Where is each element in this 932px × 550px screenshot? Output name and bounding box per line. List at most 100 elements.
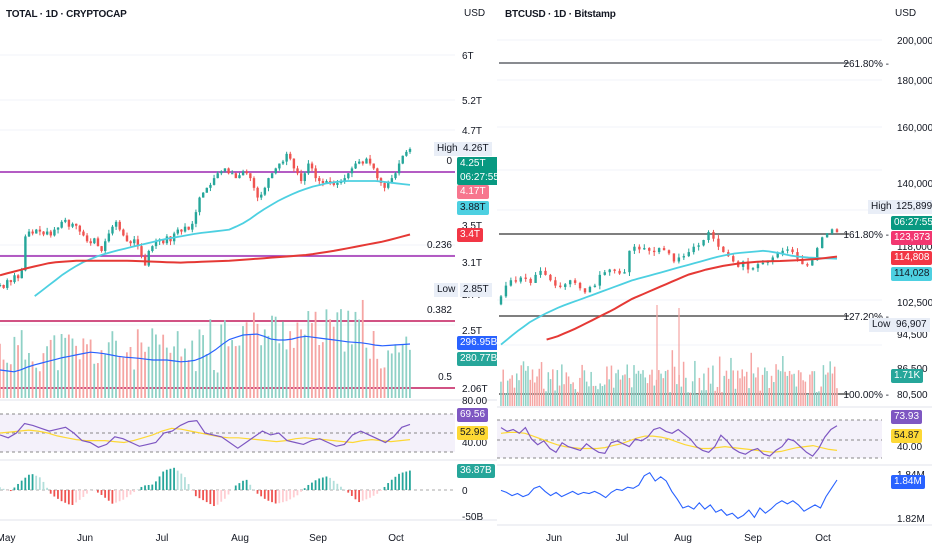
btc-price-axis-tick: 200,000 xyxy=(897,36,932,47)
candle-body xyxy=(245,171,248,174)
osc-bar xyxy=(220,490,223,502)
volume-bar xyxy=(538,368,541,406)
rsi-axis-tick: 40.00 xyxy=(462,438,487,449)
volume-bar xyxy=(804,381,807,406)
candle-body xyxy=(504,285,508,297)
volume-bar xyxy=(409,349,411,398)
osc-bar xyxy=(260,490,263,497)
candle-body xyxy=(67,219,71,227)
candle-body xyxy=(354,163,357,169)
candle-body xyxy=(227,168,230,174)
candle-body xyxy=(16,275,20,279)
candle-body xyxy=(672,253,676,262)
volume-bar xyxy=(700,390,703,406)
volume-bar xyxy=(561,364,563,406)
volume-bar xyxy=(714,390,716,406)
candle-body xyxy=(514,280,518,282)
candle-body xyxy=(549,274,552,281)
candle-body xyxy=(89,241,92,244)
volume-bar xyxy=(619,379,622,406)
osc-bar xyxy=(238,483,241,490)
volume-bar xyxy=(824,374,827,406)
candle-body xyxy=(361,161,365,164)
volume-bar xyxy=(793,373,795,406)
candle-body xyxy=(234,173,238,179)
btc-chart-canvas[interactable]: 200,000 180,000 160,000 140,000 102,500 80,50… xyxy=(497,0,932,550)
candle-body xyxy=(677,257,681,262)
osc-bar xyxy=(347,490,350,493)
currency-button[interactable]: USD xyxy=(458,4,492,23)
total-chart-canvas[interactable]: 6T5.2T4.7T3.5T3.1T2.5T2.06T4.3T2.7T00.23… xyxy=(0,0,497,550)
rsi-line xyxy=(500,425,838,457)
btc-axis-tick-partial: 118,000 xyxy=(897,242,932,253)
volume-bar xyxy=(125,352,128,398)
candle-body xyxy=(223,168,227,172)
date-axis-label: Aug xyxy=(674,533,692,544)
volume-bar xyxy=(585,381,588,406)
volume-bar xyxy=(829,361,831,406)
candle-body xyxy=(539,270,542,275)
osc-bar xyxy=(314,480,317,490)
volume-bar xyxy=(31,361,34,398)
volume-bar xyxy=(757,367,759,406)
osc-bar xyxy=(20,480,23,490)
volume-bar xyxy=(583,370,586,406)
volume-bar xyxy=(669,392,671,406)
volume-bar xyxy=(811,371,813,406)
candle-body xyxy=(238,175,241,179)
candle-body xyxy=(154,241,158,247)
volume-bar xyxy=(529,379,532,406)
price-axis-tick: 3.1T xyxy=(462,258,482,269)
candle-body xyxy=(133,239,136,244)
volume-bar xyxy=(46,346,48,398)
currency-button-right[interactable]: USD xyxy=(889,4,923,23)
candle-body xyxy=(162,239,165,244)
osc-bar xyxy=(205,490,208,503)
volume-bar xyxy=(267,335,270,398)
candle-body xyxy=(830,229,834,234)
volume-ma-label: 296.95B xyxy=(457,336,497,350)
osc-bar xyxy=(401,472,404,490)
candle-body xyxy=(194,212,198,224)
volume-bar xyxy=(9,364,12,398)
osc-bar xyxy=(383,486,386,490)
volume-bar xyxy=(162,334,165,398)
btc-high-label: High xyxy=(868,200,895,214)
total-chart-panel[interactable]: 6T5.2T4.7T3.5T3.1T2.5T2.06T4.3T2.7T00.23… xyxy=(0,0,497,550)
volume-bar xyxy=(570,383,572,406)
osc-bar xyxy=(278,490,281,504)
volume-bar xyxy=(809,374,811,406)
osc-bar xyxy=(155,481,157,490)
candle-body xyxy=(35,229,38,234)
volume-bar xyxy=(82,338,85,398)
ma-label-red-box: 4.17T xyxy=(457,185,489,199)
candle-body xyxy=(45,231,49,235)
date-axis-label: Sep xyxy=(309,533,327,544)
volume-bar xyxy=(782,356,784,406)
date-axis-label: Oct xyxy=(815,533,831,544)
last-price-label: 4.25T 06:27:55 xyxy=(457,157,497,185)
candle-body xyxy=(394,173,397,179)
candle-body xyxy=(509,280,513,286)
volume-bar xyxy=(509,378,511,406)
btc-chart-panel[interactable]: 200,000 180,000 160,000 140,000 102,500 80,50… xyxy=(497,0,932,550)
osc-bar xyxy=(242,480,244,490)
volume-bar xyxy=(761,374,764,406)
volume-bar xyxy=(35,367,38,398)
osc-axis-tick: -50B xyxy=(462,512,483,523)
osc-bar xyxy=(234,485,237,490)
rsi-ma-line xyxy=(0,427,411,444)
candle-body xyxy=(49,231,52,236)
volume-bar xyxy=(601,386,604,406)
volume-bar xyxy=(755,377,757,406)
osc-bar xyxy=(28,474,30,490)
btc-chart-title: BTCUSD · 1D · Bitstamp xyxy=(505,9,620,20)
volume-bar xyxy=(630,387,633,406)
fib-level-label: 0 xyxy=(446,156,452,167)
osc-bar xyxy=(398,473,400,490)
volume-bar xyxy=(515,373,518,406)
volume-bar xyxy=(784,371,786,406)
volume-bar xyxy=(263,329,266,398)
volume-bar xyxy=(689,392,692,406)
candle-body xyxy=(231,173,234,175)
